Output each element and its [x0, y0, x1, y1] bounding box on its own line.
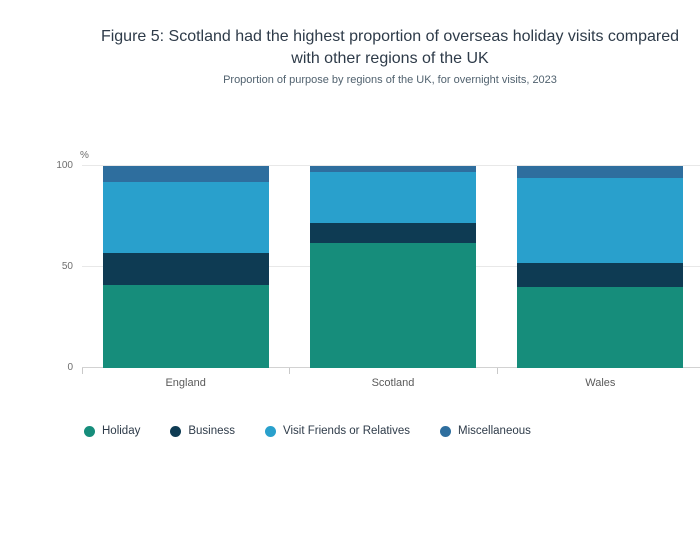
bar-segment-miscellaneous — [517, 166, 684, 179]
y-tick-label: 100 — [56, 160, 73, 171]
legend-item-business: Business — [170, 425, 235, 437]
bar-segment-visit-friends-or-relatives — [310, 172, 476, 223]
legend-label: Business — [188, 425, 236, 437]
y-tick-label: 50 — [61, 261, 73, 272]
x-axis-label: Wales — [585, 377, 616, 389]
bar-segment-visit-friends-or-relatives — [517, 178, 684, 263]
legend-swatch-icon — [440, 425, 452, 437]
legend-item-miscellaneous: Miscellaneous — [440, 425, 531, 437]
legend: Holiday Business Visit Friends or Relative… — [84, 425, 531, 437]
stacked-bar — [310, 166, 476, 368]
figure: Figure 5: Scotland had the highest propo… — [40, 16, 700, 518]
y-axis-unit-label: % — [80, 150, 89, 161]
bar-segment-visit-friends-or-relatives — [102, 182, 269, 253]
legend-label: Miscellaneous — [458, 425, 531, 437]
legend-item-holiday: Holiday — [84, 425, 140, 437]
legend-label: Holiday — [102, 425, 141, 437]
bar-group-england — [82, 166, 289, 368]
bar-segment-holiday — [310, 242, 476, 368]
y-tick-label: 0 — [67, 362, 73, 373]
bar-segment-miscellaneous — [310, 166, 476, 173]
bar-segment-miscellaneous — [102, 166, 269, 183]
x-axis-label: England — [165, 377, 206, 389]
bar-group-scotland — [289, 166, 496, 368]
legend-swatch-icon — [265, 425, 277, 437]
x-axis-labels: England Scotland Wales — [82, 377, 700, 389]
bar-segment-holiday — [517, 287, 684, 368]
bar-segment-business — [310, 222, 476, 243]
bar-segment-holiday — [102, 285, 269, 368]
chart-title: Figure 5: Scotland had the highest propo… — [100, 28, 680, 68]
legend-swatch-icon — [84, 425, 95, 437]
bar-group-wales — [497, 166, 700, 368]
x-axis-tick-mark — [496, 368, 498, 374]
gridline — [82, 165, 700, 166]
bar-segment-business — [517, 262, 684, 288]
x-axis-label: Scotland — [371, 377, 415, 389]
legend-swatch-icon — [170, 425, 182, 437]
legend-item-visit-friends-or-relatives: Visit Friends or Relatives — [265, 425, 410, 437]
bars-row — [82, 166, 700, 368]
x-axis-tick-mark — [82, 368, 83, 374]
plot-area: % 0 50 100 England Scotland Wales — [56, 150, 700, 389]
stacked-bar — [102, 166, 269, 368]
legend-label: Visit Friends or Relatives — [283, 425, 411, 437]
chart-subtitle: Proportion of purpose by regions of the … — [223, 74, 557, 86]
stacked-bar — [517, 166, 684, 368]
x-axis-tick-mark — [289, 368, 291, 374]
bar-segment-business — [102, 252, 269, 286]
